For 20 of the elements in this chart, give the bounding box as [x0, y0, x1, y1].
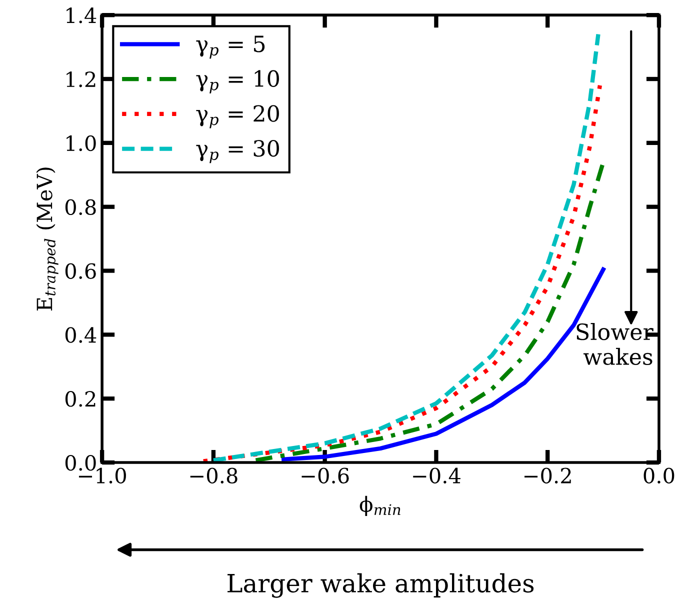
legend-label: γ$_{p}$ = 20	[196, 105, 279, 128]
annotation: Slower wakes	[576, 322, 654, 366]
x-tick-label: −0.8	[190, 468, 238, 484]
x-tick-label: 0.0	[644, 468, 674, 484]
x-tick-label: −0.2	[524, 468, 571, 484]
legend-label: γ$_{p}$ = 5	[196, 36, 265, 59]
y-tick-label: 0.2	[65, 391, 96, 407]
y-tick-label: 0.6	[65, 263, 96, 279]
y-tick-label: 1.4	[66, 8, 96, 24]
legend-label: γ$_{p}$ = 30	[196, 140, 279, 164]
x-tick-label: −0.4	[413, 468, 460, 484]
text: Larger wake amplitudes	[228, 573, 534, 598]
x-tick-label: −0.6	[302, 468, 349, 484]
y-tick-label: 0.8	[65, 199, 96, 216]
legend-label: γ$_{p}$ = 10	[196, 70, 279, 94]
y-tick-label: 1.2	[66, 71, 96, 88]
x-axis-title: ϕ$_{min}$	[360, 496, 400, 516]
y-axis-title: E$_{trapped}$ (MeV)	[36, 168, 58, 311]
y-tick-label: 1.0	[66, 135, 96, 152]
y-tick-label: 0.4	[65, 327, 96, 343]
